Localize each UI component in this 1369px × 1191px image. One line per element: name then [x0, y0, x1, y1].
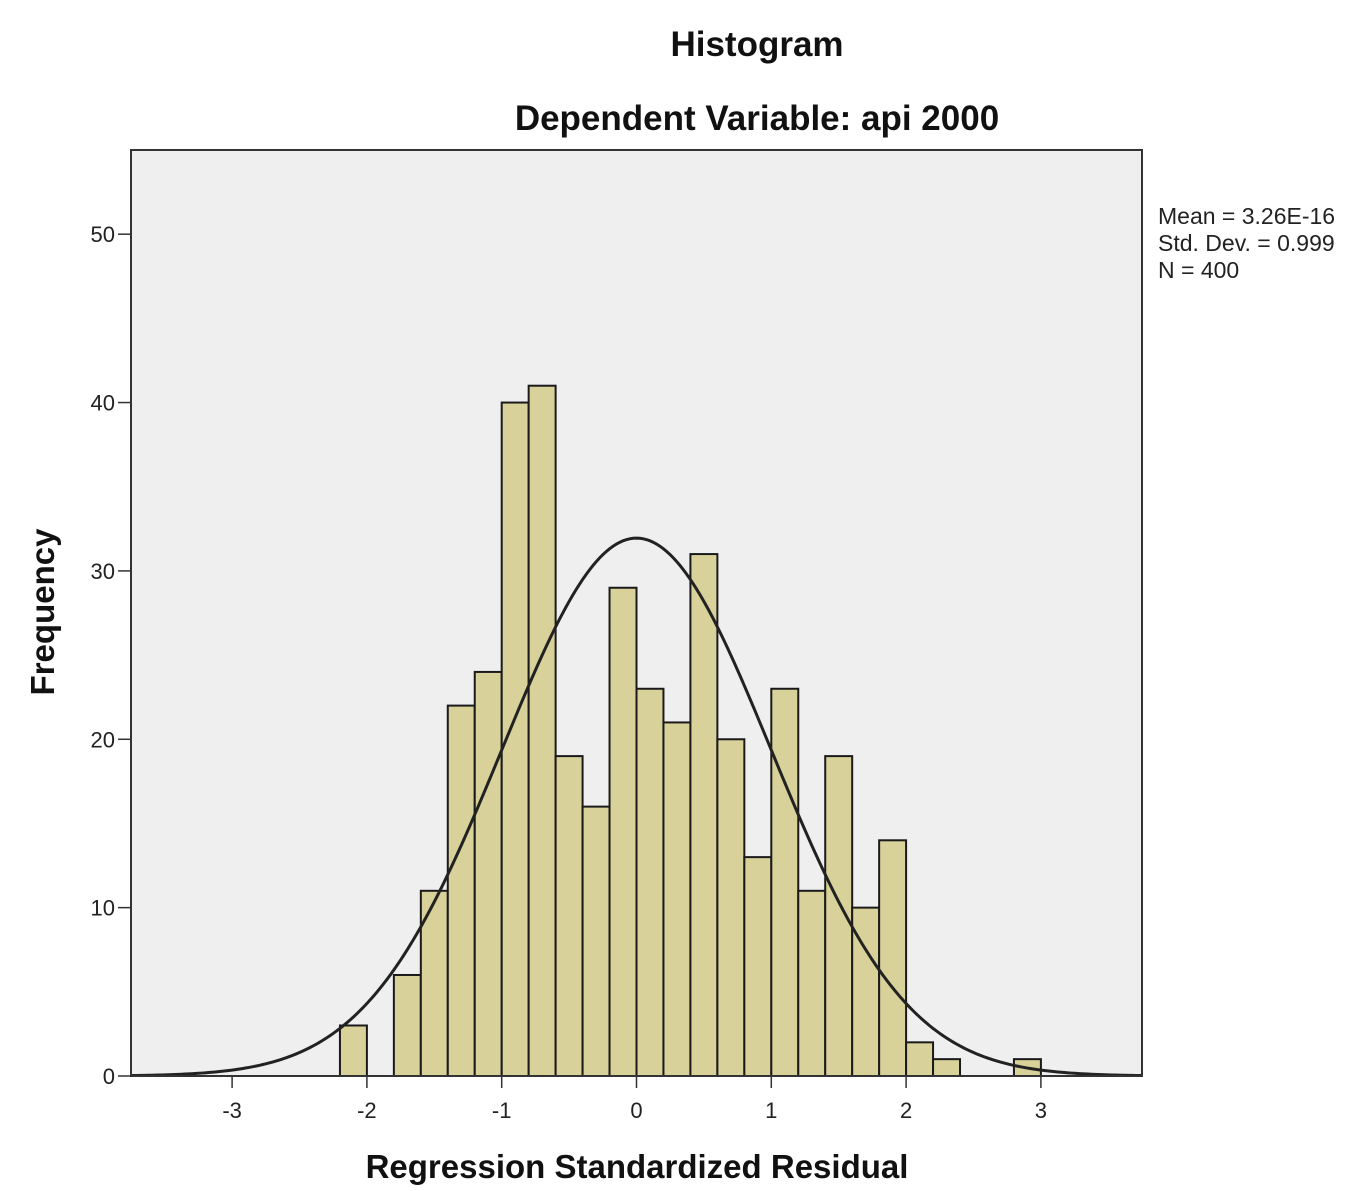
y-tick-label: 10	[91, 896, 115, 921]
x-tick-label: -1	[492, 1098, 512, 1123]
stat-n: N = 400	[1158, 257, 1239, 283]
histogram-bar	[797, 889, 827, 1077]
histogram-bar	[581, 805, 611, 1077]
x-tick-label: 1	[765, 1098, 777, 1123]
histogram-bar	[338, 1024, 368, 1077]
stat-std-dev: Std. Dev. = 0.999	[1158, 230, 1335, 256]
histogram-bar	[689, 553, 719, 1077]
x-tick-label: 2	[900, 1098, 912, 1123]
y-axis: 0 10 20 30 40 50	[91, 222, 131, 1089]
chart-title: Histogram	[670, 25, 843, 64]
normal-curve	[130, 536, 1143, 1078]
histogram-bar	[716, 738, 746, 1078]
histogram-bar	[824, 755, 854, 1077]
histogram-bar	[554, 755, 584, 1077]
histogram-bar	[635, 687, 665, 1077]
histogram-bar	[905, 1041, 935, 1077]
histogram-bar	[392, 973, 422, 1077]
bars-group	[338, 384, 1042, 1078]
y-tick-label: 40	[91, 391, 115, 416]
x-axis: -3 -2 -1 0 1 2 3	[222, 1076, 1047, 1123]
histogram-bar	[446, 704, 476, 1077]
histogram-bar	[878, 839, 908, 1077]
chart-subtitle: Dependent Variable: api 2000	[515, 99, 999, 138]
histogram-bar	[608, 586, 638, 1077]
x-axis-title: Regression Standardized Residual	[366, 1148, 909, 1185]
histogram-bar	[932, 1058, 962, 1078]
histogram-bar	[473, 670, 503, 1077]
histogram-bar	[743, 856, 773, 1077]
stat-mean: Mean = 3.26E-16	[1158, 203, 1335, 229]
x-tick-label: -3	[222, 1098, 242, 1123]
histogram-bar	[662, 721, 692, 1077]
y-tick-label: 50	[91, 222, 115, 247]
x-tick-label: 0	[630, 1098, 642, 1123]
y-tick-label: 0	[103, 1064, 115, 1089]
x-tick-label: 3	[1035, 1098, 1047, 1123]
y-tick-label: 20	[91, 727, 115, 752]
histogram-bar	[770, 687, 800, 1077]
histogram-bar	[527, 384, 557, 1077]
y-tick-label: 30	[91, 559, 115, 584]
y-axis-title: Frequency	[24, 528, 61, 696]
x-tick-label: -2	[357, 1098, 377, 1123]
